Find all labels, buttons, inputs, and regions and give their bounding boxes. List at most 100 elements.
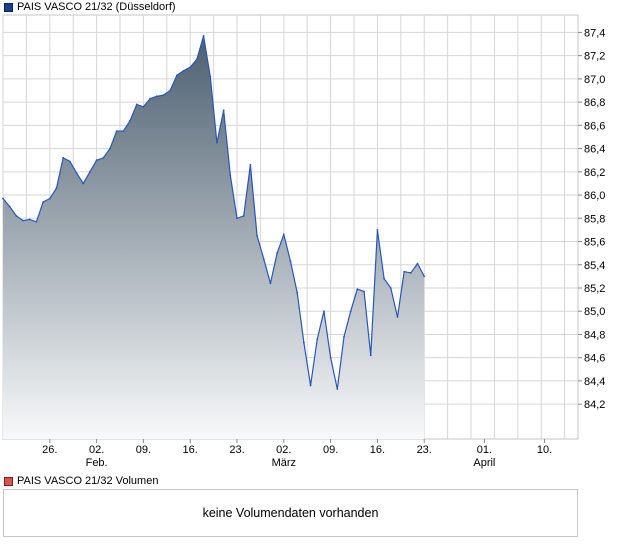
price-point	[356, 288, 359, 291]
y-tick-label: 85,2	[584, 283, 605, 295]
price-point	[269, 282, 272, 285]
price-point	[149, 97, 151, 100]
price-point	[423, 275, 426, 278]
price-point	[369, 354, 372, 357]
price-point	[343, 335, 345, 338]
price-point	[102, 156, 105, 159]
price-point	[75, 172, 78, 174]
price-point	[222, 109, 225, 112]
x-tick-label: 10.	[537, 444, 552, 456]
price-point	[175, 74, 178, 77]
volume-legend: PAIS VASCO 21/32 Volumen	[4, 474, 158, 488]
price-point	[363, 290, 365, 293]
price-point	[135, 103, 138, 106]
x-tick-label: 09.	[136, 444, 151, 456]
x-month-label: Feb.	[86, 457, 108, 469]
price-legend-swatch	[4, 2, 13, 12]
x-month-label: April	[473, 457, 495, 469]
price-point	[182, 69, 185, 72]
price-point	[142, 105, 145, 108]
y-tick-label: 86,0	[584, 190, 605, 202]
price-point	[109, 147, 111, 150]
x-tick-label: 02.	[89, 444, 104, 456]
x-tick-label: 09.	[323, 444, 338, 456]
x-tick-label: 16.	[370, 444, 385, 456]
price-point	[336, 388, 339, 390]
price-point	[95, 159, 98, 162]
price-chart: 84,2 84,4 84,6 84,8 85,0 85,2 85,4 85,6 85,8 86,0…	[2, 14, 605, 469]
y-tick-label: 85,4	[584, 260, 605, 272]
x-tick-label: 01.	[477, 444, 492, 456]
y-tick-label: 86,4	[584, 144, 605, 156]
price-point	[68, 160, 71, 163]
price-point	[316, 338, 319, 340]
no-volume-message: keine Volumendaten vorhanden	[202, 506, 379, 520]
price-point	[376, 229, 379, 231]
y-tick-label: 85,6	[584, 237, 605, 249]
price-point	[42, 201, 45, 203]
price-point	[323, 310, 325, 313]
price-point	[189, 66, 192, 69]
price-point	[8, 205, 11, 208]
price-point	[242, 215, 245, 217]
price-point	[383, 277, 385, 280]
price-point	[282, 233, 285, 236]
price-point	[309, 384, 312, 387]
price-point	[249, 163, 252, 166]
price-legend: PAIS VASCO 21/32 (Düsseldorf)	[4, 0, 176, 14]
price-point	[15, 215, 18, 217]
price-line	[2, 35, 425, 390]
x-tick-label: 16.	[183, 444, 198, 456]
price-point	[115, 130, 118, 133]
price-point	[396, 316, 399, 318]
y-tick-label: 86,8	[584, 97, 605, 109]
price-point	[82, 182, 85, 185]
price-point	[129, 119, 131, 122]
y-tick-label: 86,6	[584, 120, 605, 132]
price-point	[409, 271, 412, 274]
x-month-label: März	[272, 457, 296, 469]
y-tick-label: 87,4	[584, 27, 605, 39]
price-point	[89, 170, 91, 173]
price-point	[296, 291, 299, 294]
x-tick-label: 23.	[229, 444, 244, 456]
price-point	[169, 89, 172, 92]
x-tick-label: 26.	[42, 444, 57, 456]
price-point	[403, 270, 406, 273]
price-point	[289, 260, 292, 263]
price-point	[349, 310, 352, 313]
y-tick-label: 87,0	[584, 74, 605, 86]
price-point	[62, 156, 65, 159]
price-point	[209, 75, 212, 78]
price-point	[236, 217, 238, 220]
price-point	[202, 35, 205, 37]
y-tick-label: 84,2	[584, 399, 605, 411]
y-tick-label: 85,8	[584, 213, 605, 225]
y-tick-label: 84,4	[584, 376, 605, 388]
price-point	[35, 220, 38, 223]
price-point	[22, 219, 24, 222]
y-tick-label: 87,2	[584, 51, 605, 63]
price-point	[329, 356, 332, 359]
price-point	[389, 287, 392, 289]
price-point	[256, 234, 258, 237]
price-point	[262, 258, 265, 260]
price-point	[122, 130, 125, 133]
volume-legend-swatch	[4, 476, 13, 486]
price-point	[416, 262, 419, 265]
price-point	[28, 218, 31, 221]
price-point	[216, 141, 218, 144]
price-legend-label: PAIS VASCO 21/32 (Düsseldorf)	[17, 0, 176, 13]
y-tick-label: 84,6	[584, 353, 605, 365]
price-point	[276, 252, 279, 255]
price-area	[3, 35, 425, 439]
price-point	[229, 174, 232, 177]
price-point	[2, 197, 4, 200]
x-tick-label: 23.	[417, 444, 432, 456]
x-tick-label: 02.	[276, 444, 291, 456]
y-tick-label: 85,0	[584, 306, 605, 318]
y-tick-label: 86,2	[584, 167, 605, 179]
price-point	[155, 95, 158, 98]
price-point	[302, 341, 305, 344]
price-point	[162, 94, 165, 97]
